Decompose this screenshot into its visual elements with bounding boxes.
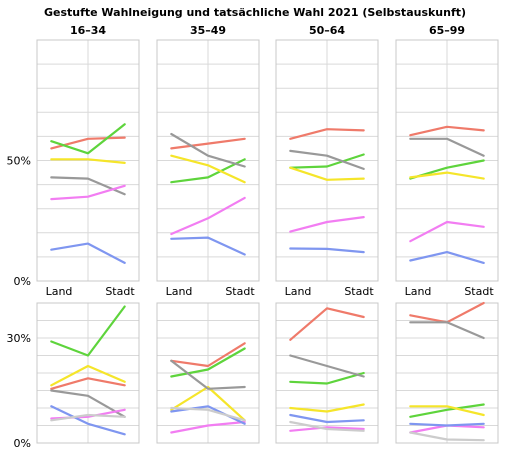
series-line (50, 305, 126, 357)
series-line (170, 132, 246, 168)
panel-frame (275, 39, 379, 282)
panel (275, 302, 379, 444)
series-line (289, 216, 365, 233)
panel-frame (395, 302, 499, 444)
panel-frame (275, 302, 379, 444)
series-line (409, 431, 485, 442)
series-line (50, 389, 126, 418)
panel (275, 39, 379, 282)
series-line (289, 153, 365, 169)
y-tick-label: 30% (7, 332, 31, 345)
series-line (289, 403, 365, 413)
series-line (409, 220, 485, 243)
series-line (170, 385, 246, 422)
panel (395, 301, 499, 444)
series-line (170, 405, 246, 425)
panel (36, 302, 140, 444)
series-line (289, 307, 365, 341)
panel-frame (156, 39, 260, 282)
series-line (289, 420, 365, 432)
panel-title: 50–64 (309, 24, 345, 37)
y-tick-label: 50% (7, 155, 31, 168)
series-line (170, 359, 246, 390)
series-line (50, 158, 126, 164)
x-tick-label: Land (46, 285, 73, 298)
series-line (409, 251, 485, 264)
panel-frame (156, 302, 260, 444)
x-tick-label: Land (166, 285, 193, 298)
panel (156, 39, 260, 282)
series-line (409, 321, 485, 340)
series-line (289, 166, 365, 181)
series-line (409, 422, 485, 427)
series-line (50, 123, 126, 155)
series-line (409, 125, 485, 137)
panel-frame (36, 302, 140, 444)
panel-title: 35–49 (190, 24, 226, 37)
y-tick-label: 0% (14, 275, 31, 288)
panel-frame (36, 39, 140, 282)
series-line (409, 403, 485, 418)
series-line (50, 242, 126, 264)
series-line (289, 354, 365, 378)
series-line (170, 347, 246, 378)
series-line (50, 405, 126, 436)
series-line (50, 377, 126, 390)
series-line (289, 371, 365, 385)
panel (395, 39, 499, 282)
series-line (409, 137, 485, 157)
chart-title: Gestufte Wahlneigung und tatsächliche Wa… (44, 6, 466, 19)
series-line (170, 406, 246, 422)
panel-frame (395, 39, 499, 282)
series-line (409, 405, 485, 417)
series-line (409, 171, 485, 180)
series-line (50, 413, 126, 422)
x-tick-label: Land (285, 285, 312, 298)
series-line (50, 184, 126, 201)
series-line (170, 342, 246, 368)
x-tick-label: Stadt (344, 285, 374, 298)
series-line (170, 420, 246, 434)
panel-title: 65–99 (429, 24, 465, 37)
chart-panels: 16–34 35–49 50–64 65–99 0% 50% Land Stadt Land St… (7, 24, 499, 450)
series-line (170, 154, 246, 184)
x-tick-label: Land (405, 285, 432, 298)
series-line (289, 128, 365, 140)
series-line (170, 137, 246, 150)
x-tick-label: Stadt (105, 285, 135, 298)
series-line (170, 158, 246, 184)
series-line (289, 247, 365, 254)
panel-title: 16–34 (70, 24, 106, 37)
series-line (289, 413, 365, 424)
series-line (50, 364, 126, 387)
panel (156, 302, 260, 444)
y-tick-label: 0% (14, 437, 31, 450)
series-line (170, 196, 246, 236)
series-line (289, 426, 365, 432)
panel (36, 39, 140, 282)
series-line (289, 149, 365, 170)
x-tick-label: Stadt (464, 285, 494, 298)
series-line (170, 236, 246, 256)
x-tick-label: Stadt (225, 285, 255, 298)
